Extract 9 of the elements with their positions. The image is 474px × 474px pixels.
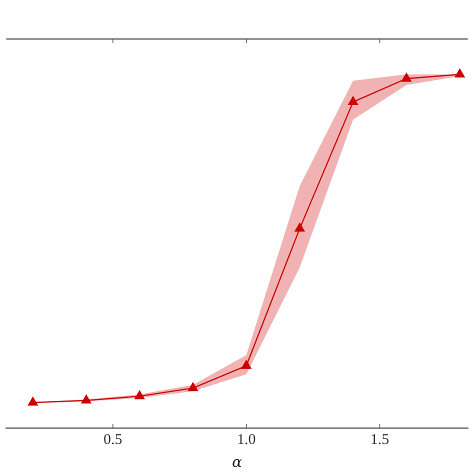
point: [294, 222, 305, 232]
point: [241, 360, 252, 369]
point: [28, 396, 38, 406]
x-tick-label: 1.5: [370, 432, 390, 448]
point: [454, 68, 465, 78]
x-tick-label: 0.5: [104, 432, 122, 448]
x-axis-title: α: [232, 452, 242, 471]
x-tick-label: 1.0: [236, 432, 256, 448]
point: [348, 96, 358, 106]
